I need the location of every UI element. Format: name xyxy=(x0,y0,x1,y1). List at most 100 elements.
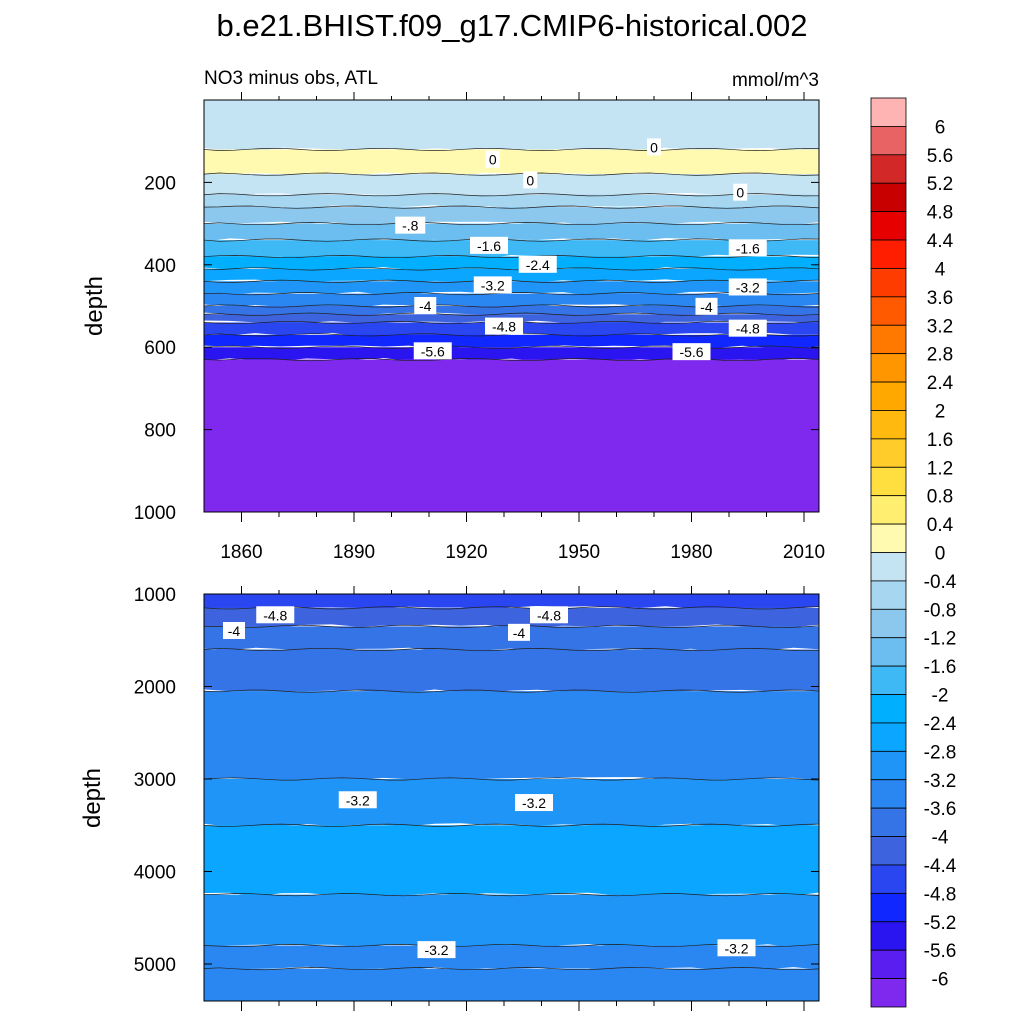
contour-band xyxy=(204,359,819,512)
y-tick-label: 3000 xyxy=(134,770,176,791)
figure-title: b.e21.BHIST.f09_g17.CMIP6-historical.002 xyxy=(216,8,807,43)
contour-band xyxy=(204,594,819,610)
contour-label-bg xyxy=(413,342,452,360)
colorbar-swatch xyxy=(870,211,907,241)
contour-band xyxy=(204,968,819,1001)
contour-label: -4.8 xyxy=(537,607,561,623)
x-tick-label: 1920 xyxy=(445,542,487,563)
contour-label: -5.6 xyxy=(679,344,703,360)
colorbar-swatch xyxy=(870,836,907,866)
y-tick-label: 400 xyxy=(144,256,176,277)
contour-label-bg xyxy=(728,319,767,337)
contour-line xyxy=(204,238,819,242)
colorbar-label: -2.8 xyxy=(924,742,957,763)
colorbar-swatch xyxy=(870,381,907,411)
colorbar-swatch xyxy=(870,864,907,894)
y-tick-label: 4000 xyxy=(134,863,176,884)
contour-label-bg xyxy=(256,606,295,624)
contour-label: -3.2 xyxy=(481,277,505,293)
contour-line xyxy=(204,358,819,362)
contour-line xyxy=(204,345,819,349)
colorbar-label: 3.6 xyxy=(927,288,953,309)
colorbar-swatch xyxy=(870,750,907,781)
upper-panel-title: NO3 minus obs, ATL xyxy=(204,68,378,89)
colorbar-label: 6 xyxy=(935,117,946,138)
colorbar-swatch xyxy=(870,807,907,837)
x-tick-label: 1860 xyxy=(220,542,262,563)
contour-band xyxy=(204,174,819,197)
colorbar-swatch xyxy=(870,239,907,269)
contour-band xyxy=(204,149,819,177)
colorbar-label: 0 xyxy=(935,544,946,565)
colorbar-label: -5.6 xyxy=(924,941,957,962)
contour-label: 0 xyxy=(526,172,534,188)
contour-band xyxy=(204,194,819,210)
colorbar-swatch xyxy=(870,779,907,809)
contour-label-bg xyxy=(717,939,756,957)
colorbar-swatch xyxy=(870,324,907,355)
contour-label-bg xyxy=(728,239,767,257)
colorbar-swatch xyxy=(870,97,907,127)
contour-label: -3.2 xyxy=(724,940,748,956)
colorbar-swatch xyxy=(870,353,907,383)
upper-panel-frame xyxy=(203,99,820,513)
contour-line xyxy=(204,606,819,610)
colorbar-swatch xyxy=(870,722,907,752)
contour-label: -4.8 xyxy=(263,607,287,623)
contour-line xyxy=(204,205,819,209)
contour-label: -3.2 xyxy=(736,279,760,295)
x-tick-label: 1890 xyxy=(333,542,375,563)
contour-label: -4.8 xyxy=(736,321,760,337)
y-tick-label: 800 xyxy=(144,421,176,442)
y-tick-label: 1000 xyxy=(134,585,176,606)
contour-label-bg xyxy=(518,255,557,273)
colorbar-label: 2 xyxy=(935,401,946,422)
colorbar-label: -3.6 xyxy=(924,799,957,820)
contour-label-bg xyxy=(695,297,718,315)
upper-panel-units: mmol/m^3 xyxy=(732,70,819,91)
colorbar: 6 5.6 5.2 4.8 4.4 4 3.6 3.2 2.8 2.4 2 1.6 1.2 0.8 0.4 0… xyxy=(870,97,957,1008)
contour-band xyxy=(204,293,819,308)
contour-label-bg xyxy=(733,183,748,201)
contour-line xyxy=(204,255,819,259)
colorbar-label: -6 xyxy=(932,970,949,991)
colorbar-label: -1.2 xyxy=(924,629,957,650)
contour-line xyxy=(204,222,819,226)
contour-label-bg xyxy=(672,343,711,361)
contour-band xyxy=(204,607,819,629)
contour-band xyxy=(204,207,819,226)
contour-label-bg xyxy=(414,297,437,314)
contour-line xyxy=(204,967,819,971)
contour-label: 0 xyxy=(489,152,497,168)
colorbar-swatch xyxy=(870,978,907,1008)
colorbar-swatch xyxy=(870,466,907,497)
colorbar-label: 3.2 xyxy=(927,316,953,337)
y-tick-label: 2000 xyxy=(134,678,176,699)
contour-band xyxy=(204,894,819,948)
colorbar-swatch xyxy=(870,637,907,667)
colorbar-label: 0.8 xyxy=(927,487,953,508)
colorbar-swatch xyxy=(870,410,907,440)
contour-label: -3.2 xyxy=(346,792,370,808)
colorbar-swatch xyxy=(870,580,907,610)
contour-label-bg xyxy=(395,216,426,234)
upper-panel-axes: 200 400 600 800 1000 1860 1890 1920 1950 1980 2010 xyxy=(134,92,825,563)
colorbar-label: -2.4 xyxy=(924,714,957,735)
y-tick-label: 200 xyxy=(144,173,176,194)
contour-label: 0 xyxy=(650,139,658,155)
contour-label-bg xyxy=(470,236,508,254)
colorbar-swatch xyxy=(870,892,907,923)
contour-label: -.8 xyxy=(402,218,419,234)
contour-band xyxy=(204,779,819,827)
contour-label: -3.2 xyxy=(424,942,448,958)
lower-panel-frame xyxy=(203,593,820,1002)
lower-panel-plot-area: -4.8 -4.8 -4 -4 -3.2 -3.2 -3.2 -3.2 xyxy=(204,594,819,1001)
contour-label-bg xyxy=(530,606,568,624)
contour-band xyxy=(204,347,819,362)
contour-line xyxy=(204,193,819,197)
contour-band xyxy=(204,306,819,317)
upper-panel-plot-area: 0 0 0 0 -.8 -1.6 -1.6 -2.4 -3.2 -3.2 -4 -4 -4.8 -4.8 -… xyxy=(204,100,819,512)
contour-line xyxy=(204,823,819,827)
contour-label-bg xyxy=(473,276,512,294)
